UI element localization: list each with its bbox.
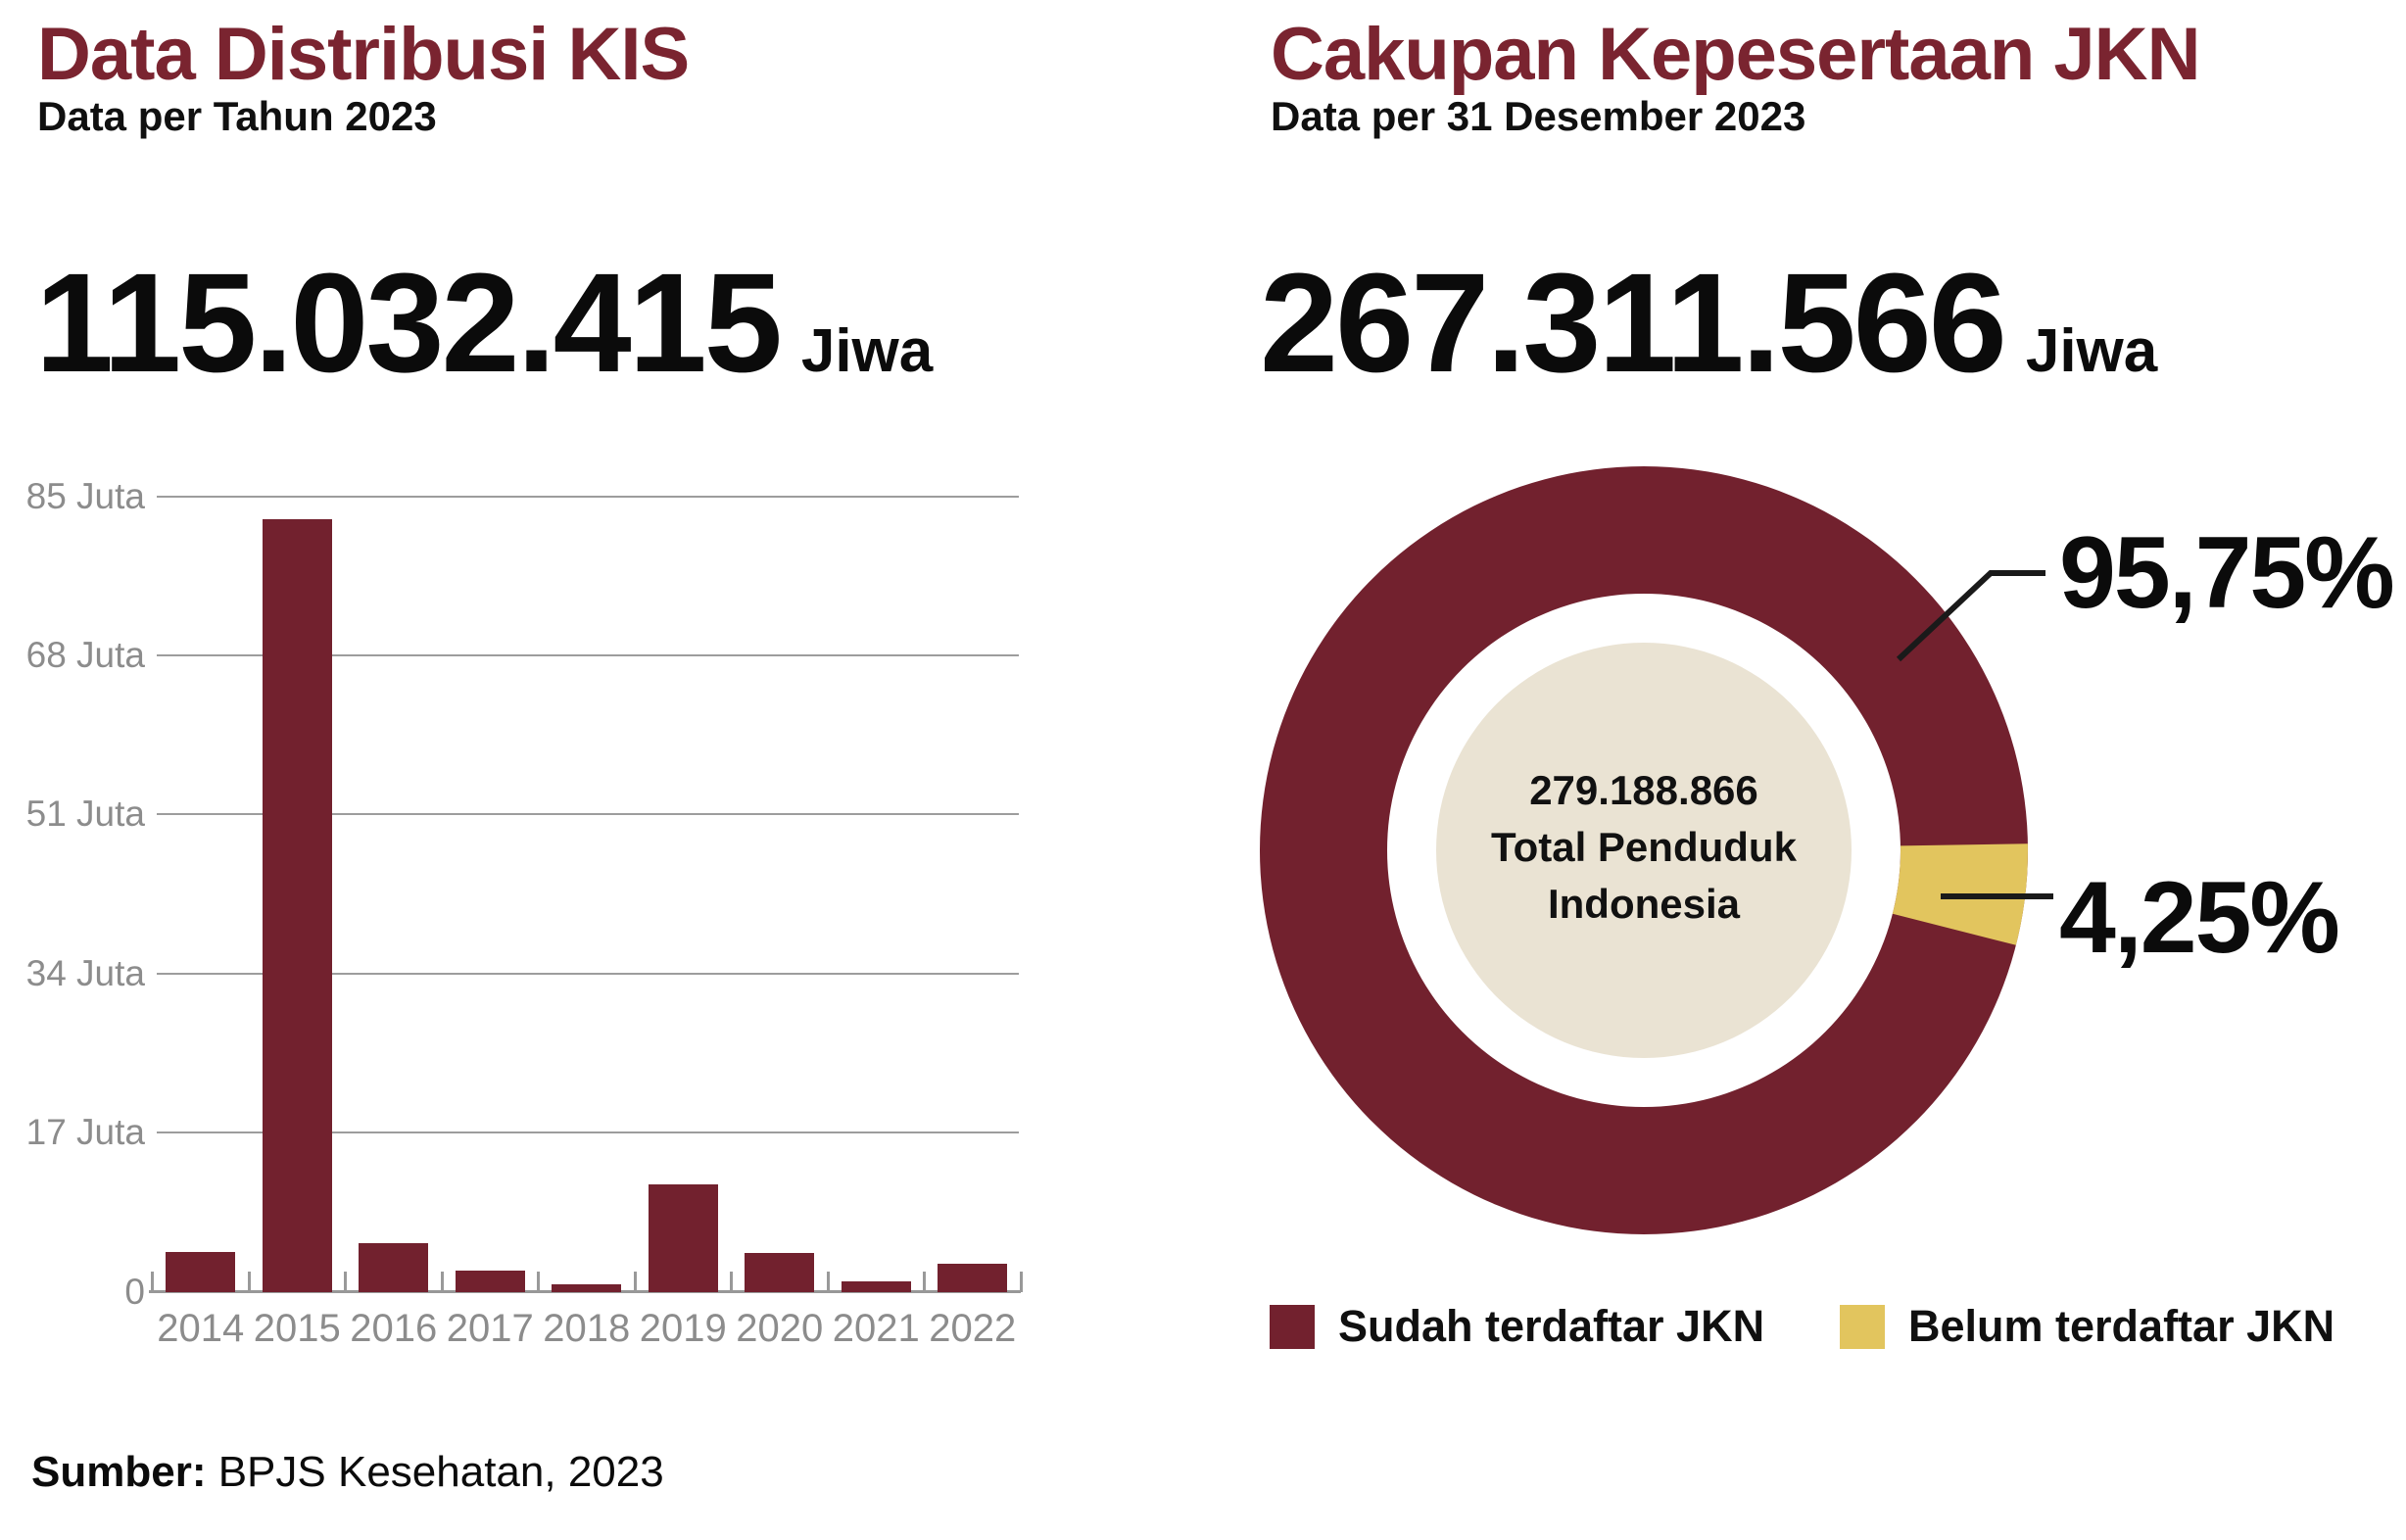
donut-center-caption-2: Indonesia (1547, 881, 1741, 927)
gridline-51-juta (157, 813, 1019, 816)
x-axis-label-2018: 2018 (543, 1307, 631, 1350)
x-axis-label-2016: 2016 (350, 1307, 438, 1350)
y-axis-label-51: 51 Juta (25, 794, 145, 835)
x-axis-tick-3 (440, 1272, 444, 1292)
x-axis-tick-5 (633, 1272, 637, 1292)
legend-label-registered: Sudah terdaftar JKN (1338, 1301, 1765, 1351)
left-chart-subtitle: Data per Tahun 2023 (37, 93, 437, 139)
bar-2021 (841, 1280, 911, 1292)
source-note: Sumber: BPJS Kesehatan, 2023 (31, 1447, 664, 1499)
bar-2018 (552, 1283, 622, 1292)
x-axis-line (149, 1290, 1021, 1293)
bar-2016 (359, 1242, 429, 1292)
bar-chart-distribusi-kis: 85 Juta 68 Juta 51 Juta 34 Juta 17 Juta 0 2014… (25, 475, 1023, 1350)
left-headline-unit: Jiwa (800, 317, 934, 385)
gridline-17-juta (157, 1131, 1019, 1134)
bar-2015 (262, 518, 332, 1292)
bar-2020 (745, 1252, 815, 1292)
right-chart-title: Cakupan Kepesertaan JKN (1271, 13, 2200, 96)
y-axis-label-85: 85 Juta (25, 475, 145, 516)
x-axis-tick-1 (247, 1272, 251, 1292)
x-axis-tick-7 (826, 1272, 830, 1292)
legend-swatch-unregistered (1840, 1305, 1885, 1349)
right-chart-subtitle: Data per 31 Desember 2023 (1271, 93, 1806, 139)
registered-pct-label: 95,75% (2059, 516, 2395, 630)
donut-center-total: 279.188.866 (1529, 767, 1758, 813)
right-headline: 267.311.566 Jiwa (1260, 253, 2157, 394)
x-axis-tick-8 (923, 1272, 926, 1292)
gridline-34-juta (157, 972, 1019, 975)
unregistered-pct-label: 4,25% (2059, 861, 2340, 975)
source-prefix: Sumber: (31, 1448, 207, 1496)
donut-center-label: 279.188.866 Total Penduduk Indonesia (1399, 762, 1889, 933)
x-axis-tick-9 (1019, 1272, 1023, 1292)
x-axis-label-2020: 2020 (736, 1307, 824, 1350)
donut-slice-registered (1260, 466, 2029, 1234)
donut-center-disc (1436, 643, 1852, 1058)
y-axis-label-17: 17 Juta (25, 1112, 145, 1153)
x-axis-label-2017: 2017 (446, 1307, 534, 1350)
x-axis-label-2021: 2021 (832, 1307, 920, 1350)
left-chart-title: Data Distribusi KIS (37, 13, 690, 96)
x-axis-label-2019: 2019 (639, 1307, 727, 1350)
x-axis-tick-4 (537, 1272, 540, 1292)
right-headline-value: 267.311.566 (1260, 244, 2007, 402)
x-axis-label-2014: 2014 (157, 1307, 245, 1350)
bar-2014 (166, 1251, 236, 1292)
x-axis-label-2022: 2022 (929, 1307, 1017, 1350)
bar-2019 (648, 1183, 718, 1292)
x-axis-label-2015: 2015 (253, 1307, 341, 1350)
y-axis-label-0: 0 (124, 1271, 145, 1312)
left-headline: 115.032.415 Jiwa (35, 253, 933, 394)
bar-2022 (938, 1263, 1008, 1292)
bar-2017 (455, 1270, 525, 1292)
gridline-85-juta (157, 495, 1019, 498)
legend-swatch-registered (1270, 1305, 1315, 1349)
source-text: BPJS Kesehatan, 2023 (206, 1448, 664, 1496)
left-headline-value: 115.032.415 (35, 244, 783, 402)
donut-center-caption-1: Total Penduduk (1491, 824, 1797, 870)
x-axis-tick-6 (730, 1272, 733, 1292)
x-axis-tick-2 (344, 1272, 347, 1292)
y-axis-label-34: 34 Juta (25, 952, 145, 993)
gridline-68-juta (157, 653, 1019, 656)
legend-label-unregistered: Belum terdaftar JKN (1908, 1301, 2335, 1351)
callout-line-registered (1896, 570, 2045, 662)
right-headline-unit: Jiwa (2025, 317, 2158, 385)
y-axis-label-68: 68 Juta (25, 634, 145, 675)
x-axis-tick-0 (151, 1272, 154, 1292)
